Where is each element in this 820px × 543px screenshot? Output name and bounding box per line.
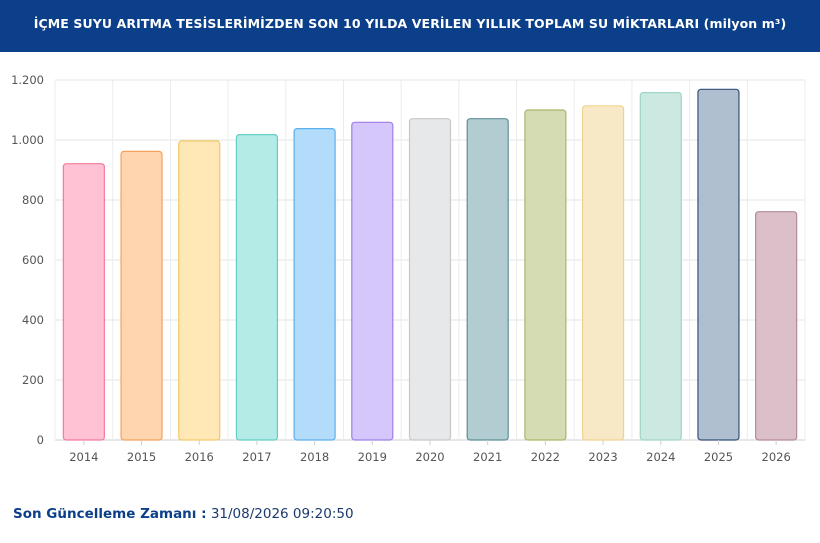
y-tick-label: 1.200 [11,73,44,87]
bar-2017[interactable] [235,133,279,441]
bar-2015[interactable] [120,150,163,441]
bar-chart: 0 200 400 600 800 1.000 1.200 2014 2015 2016 2017… [11,73,806,464]
x-tick-label: 2026 [762,450,791,464]
x-tick-label: 2023 [588,450,617,464]
x-axis: 2014 2015 2016 2017 2018 2019 2020 2021 2022 2023… [69,440,791,464]
x-tick-label: 2019 [358,450,387,464]
last-update-value: 31/08/2026 09:20:50 [210,506,354,522]
bars [62,88,798,441]
bar-2025[interactable] [697,88,740,441]
bar-2022[interactable] [524,109,567,441]
y-tick-label: 800 [22,193,44,207]
bar-2023[interactable] [581,105,625,441]
x-tick-label: 2014 [69,450,98,464]
y-tick-label: 0 [37,433,44,447]
y-tick-label: 600 [22,253,44,267]
x-tick-label: 2020 [415,450,444,464]
y-tick-label: 200 [22,373,44,387]
x-tick-label: 2015 [127,450,156,464]
bar-2026[interactable] [755,211,798,441]
x-tick-label: 2018 [300,450,329,464]
last-update: Son Güncelleme Zamanı : 31/08/2026 09:20… [13,506,354,522]
header-bar [0,0,820,52]
bar-2018[interactable] [293,127,336,441]
y-tick-label: 400 [22,313,44,327]
bar-2021[interactable] [466,118,509,441]
bar-2014[interactable] [62,163,105,441]
bar-2020[interactable] [408,118,452,441]
x-tick-label: 2022 [531,450,560,464]
bar-2019[interactable] [351,121,394,441]
x-tick-label: 2016 [185,450,214,464]
y-tick-label: 1.000 [11,133,44,147]
bar-2024[interactable] [639,91,682,441]
x-tick-label: 2017 [242,450,271,464]
x-tick-label: 2024 [646,450,675,464]
last-update-label: Son Güncelleme Zamanı : [13,506,207,522]
y-axis: 0 200 400 600 800 1.000 1.200 [11,73,44,447]
x-tick-label: 2021 [473,450,502,464]
x-tick-label: 2025 [704,450,733,464]
chart-title: İÇME SUYU ARITMA TESİSLERİMİZDEN SON 10 … [33,16,787,31]
bar-2016[interactable] [178,140,221,441]
